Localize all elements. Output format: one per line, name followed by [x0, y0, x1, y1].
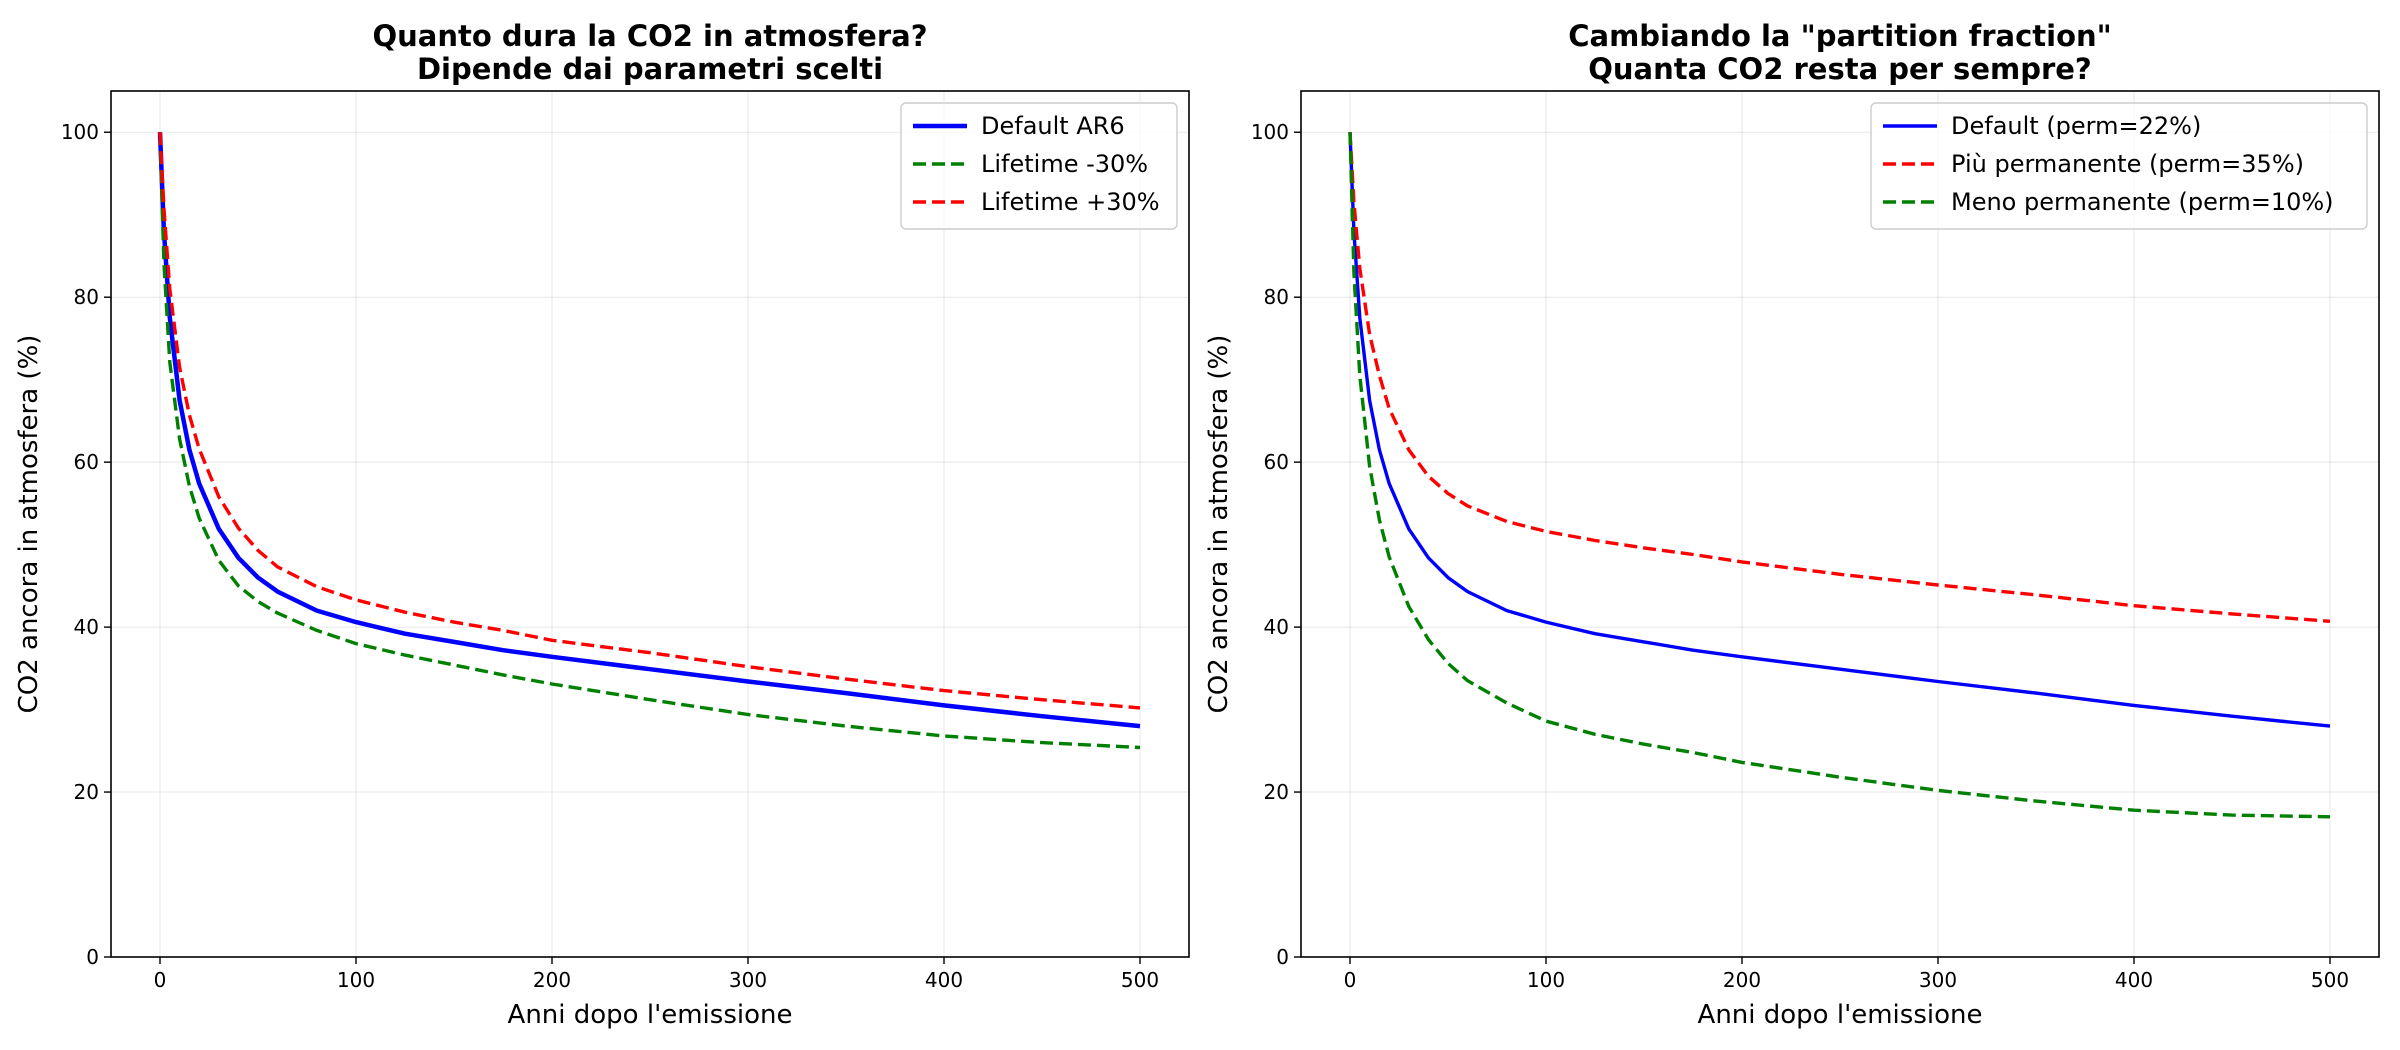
legend: Default AR6 Lifetime -30% Lifetime +30% [900, 102, 1178, 230]
y-tick-label: 40 [1264, 615, 1289, 639]
y-tick-label: 0 [86, 945, 99, 969]
legend-entry: Lifetime +30% [981, 188, 1160, 216]
y-tick-label: 100 [1251, 120, 1289, 144]
legend-box [1870, 102, 2368, 230]
series-line-pi-permanente-perm-35 [1348, 132, 2331, 623]
legend-entry: Default (perm=22%) [1951, 112, 2201, 140]
x-tick-label: 200 [1723, 968, 1761, 992]
x-tick-label: 100 [1527, 968, 1565, 992]
legend-box [900, 102, 1178, 230]
y-tick-label: 80 [74, 285, 99, 309]
right-chart-panel: Cambiando la "partition fraction"Quanta … [1204, 19, 2380, 1030]
chart-title: Cambiando la "partition fraction" [1568, 19, 2112, 53]
legend-entry: Meno permanente (perm=10%) [1951, 188, 2334, 216]
x-tick-label: 500 [2311, 968, 2349, 992]
left-chart-panel: Quanto dura la CO2 in atmosfera?Dipende … [14, 19, 1190, 1030]
x-tick-label: 500 [1121, 968, 1159, 992]
x-tick-label: 400 [2115, 968, 2153, 992]
legend-entry: Default AR6 [981, 112, 1125, 140]
chart-title: Quanto dura la CO2 in atmosfera? [372, 19, 927, 53]
series-line-default-ar6 [157, 132, 1141, 729]
data-series [1348, 132, 2331, 819]
axes-frame [110, 90, 1190, 958]
y-tick-label: 20 [1264, 780, 1289, 804]
x-tick-label: 0 [1344, 968, 1357, 992]
grid-lines [111, 91, 1189, 958]
y-tick-label: 40 [74, 615, 99, 639]
series-line-default-perm-22 [1348, 132, 2331, 728]
x-axis-label: Anni dopo l'emissione [508, 1000, 793, 1030]
series-line-lifetime-30 [158, 132, 1141, 750]
series-line-meno-permanente-perm-10 [1348, 132, 2331, 819]
x-tick-label: 100 [337, 968, 375, 992]
y-tick-label: 60 [1264, 450, 1289, 474]
x-axis-label: Anni dopo l'emissione [1698, 1000, 1983, 1030]
x-tick-label: 0 [154, 968, 167, 992]
y-axis-label: CO2 ancora in atmosfera (%) [14, 335, 44, 714]
legend-entry: Più permanente (perm=35%) [1951, 150, 2304, 178]
y-tick-label: 80 [1264, 285, 1289, 309]
y-tick-label: 20 [74, 780, 99, 804]
series-line-lifetime-30 [158, 132, 1141, 710]
data-series [157, 132, 1141, 750]
axis-ticks: 0 100 200 300 400 500 0 20 40 60 80 100 [61, 120, 1159, 992]
x-tick-label: 300 [1919, 968, 1957, 992]
y-axis-label: CO2 ancora in atmosfera (%) [1204, 335, 1234, 714]
axis-ticks: 0 100 200 300 400 500 0 20 40 60 80 100 [1251, 120, 2349, 992]
legend-entry: Lifetime -30% [981, 150, 1148, 178]
x-tick-label: 400 [925, 968, 963, 992]
y-tick-label: 100 [61, 120, 99, 144]
chart-subtitle: Dipende dai parametri scelti [417, 52, 883, 86]
x-tick-label: 300 [729, 968, 767, 992]
x-tick-label: 200 [533, 968, 571, 992]
chart-subtitle: Quanta CO2 resta per sempre? [1588, 52, 2092, 86]
y-tick-label: 0 [1276, 945, 1289, 969]
legend: Default (perm=22%) Più permanente (perm=3… [1870, 102, 2368, 230]
y-tick-label: 60 [74, 450, 99, 474]
axes-frame [1300, 90, 2380, 958]
